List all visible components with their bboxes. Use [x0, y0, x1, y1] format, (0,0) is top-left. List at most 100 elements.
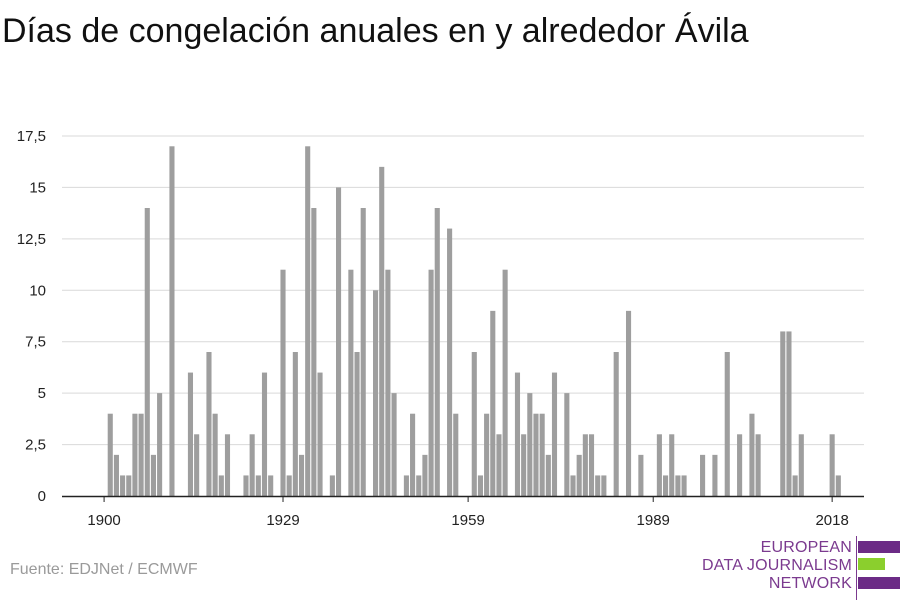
logo-divider	[856, 536, 857, 600]
bar	[261, 372, 268, 496]
bar	[348, 269, 354, 496]
bar	[545, 454, 551, 496]
bar	[416, 475, 422, 496]
edjnet-logo: EUROPEAN DATA JOURNALISM NETWORK	[700, 536, 900, 600]
y-tick-label: 12,5	[17, 231, 46, 248]
bar	[595, 475, 601, 496]
bar	[786, 331, 792, 496]
bar	[212, 413, 218, 496]
bar	[360, 208, 366, 496]
gridlines	[62, 135, 864, 446]
bar	[422, 454, 428, 496]
bar	[255, 475, 261, 496]
bar	[829, 434, 835, 496]
bar	[521, 434, 527, 496]
bar	[206, 352, 212, 496]
x-ticks	[103, 496, 833, 502]
bar	[477, 475, 483, 496]
y-tick-label: 17,5	[17, 128, 46, 145]
bar	[336, 187, 342, 496]
bar	[835, 475, 841, 496]
bar	[514, 372, 521, 496]
y-tick-label: 7,5	[25, 334, 46, 351]
bar	[305, 146, 311, 497]
logo-line-2: DATA JOURNALISM	[702, 557, 852, 574]
bar	[539, 413, 545, 496]
bar	[329, 475, 335, 496]
y-tick-label: 2,5	[25, 437, 46, 454]
bar	[700, 454, 706, 496]
x-tick-label: 1959	[451, 512, 484, 529]
bar	[656, 434, 662, 496]
bar	[268, 475, 274, 496]
bar	[150, 454, 156, 496]
logo-bar-top	[858, 541, 900, 553]
bar	[243, 475, 249, 496]
chart-title: Días de congelación anuales en y alreded…	[2, 12, 749, 50]
bar	[447, 228, 453, 496]
bar	[570, 475, 576, 496]
y-tick-label: 10	[29, 282, 46, 299]
logo-bar-bottom	[858, 577, 900, 589]
bar	[576, 454, 582, 496]
bar	[391, 393, 397, 496]
bar	[625, 310, 632, 496]
x-tick-label: 1900	[87, 512, 120, 529]
bar	[471, 352, 477, 496]
bar	[638, 454, 644, 496]
bar	[681, 475, 687, 496]
x-tick-label: 1929	[266, 512, 299, 529]
bar	[434, 208, 440, 496]
x-tick-label: 2018	[815, 512, 848, 529]
x-tick-label: 1989	[637, 512, 670, 529]
bar	[280, 269, 286, 496]
bar	[286, 475, 292, 496]
bar	[138, 413, 144, 496]
bar	[669, 434, 675, 496]
bar	[527, 393, 533, 496]
bar	[403, 475, 409, 496]
bar	[601, 475, 607, 496]
bar	[224, 434, 231, 496]
bar	[564, 393, 570, 496]
y-tick-label: 5	[38, 385, 46, 402]
bar	[613, 352, 619, 496]
bar	[379, 166, 385, 497]
logo-bar-middle	[858, 558, 885, 570]
bar	[169, 146, 175, 497]
bar	[712, 454, 718, 496]
bar	[311, 208, 317, 496]
bar	[157, 393, 163, 496]
bar	[484, 413, 490, 496]
bar	[755, 434, 761, 496]
bar	[385, 269, 391, 496]
bar	[113, 454, 119, 496]
chart: 0 2,5 5 7,5 10 12,5 15 17,5 1900 1929 1959 1989 201…	[17, 128, 864, 529]
bar	[120, 475, 126, 496]
bar	[373, 290, 379, 496]
bar	[144, 208, 150, 496]
y-tick-labels: 0 2,5 5 7,5 10 12,5 15 17,5	[17, 128, 46, 505]
bar	[298, 454, 305, 496]
x-tick-labels: 1900 1929 1959 1989 2018	[87, 512, 848, 529]
bar	[588, 434, 595, 496]
bar	[675, 475, 681, 496]
bar	[187, 372, 194, 496]
y-tick-label: 15	[29, 179, 46, 196]
bar	[428, 269, 434, 496]
bar	[410, 413, 416, 496]
bar	[582, 434, 588, 496]
bar	[502, 269, 508, 496]
bar	[218, 475, 224, 496]
bar	[663, 475, 669, 496]
source-note: Fuente: EDJNet / ECMWF	[10, 561, 198, 578]
bar	[317, 372, 323, 496]
bar	[107, 413, 113, 496]
bar	[792, 475, 798, 496]
bar	[453, 413, 459, 496]
bar	[132, 413, 138, 496]
bar	[737, 434, 743, 496]
bar	[490, 310, 496, 496]
bar	[292, 352, 298, 496]
y-tick-label: 0	[38, 488, 46, 505]
